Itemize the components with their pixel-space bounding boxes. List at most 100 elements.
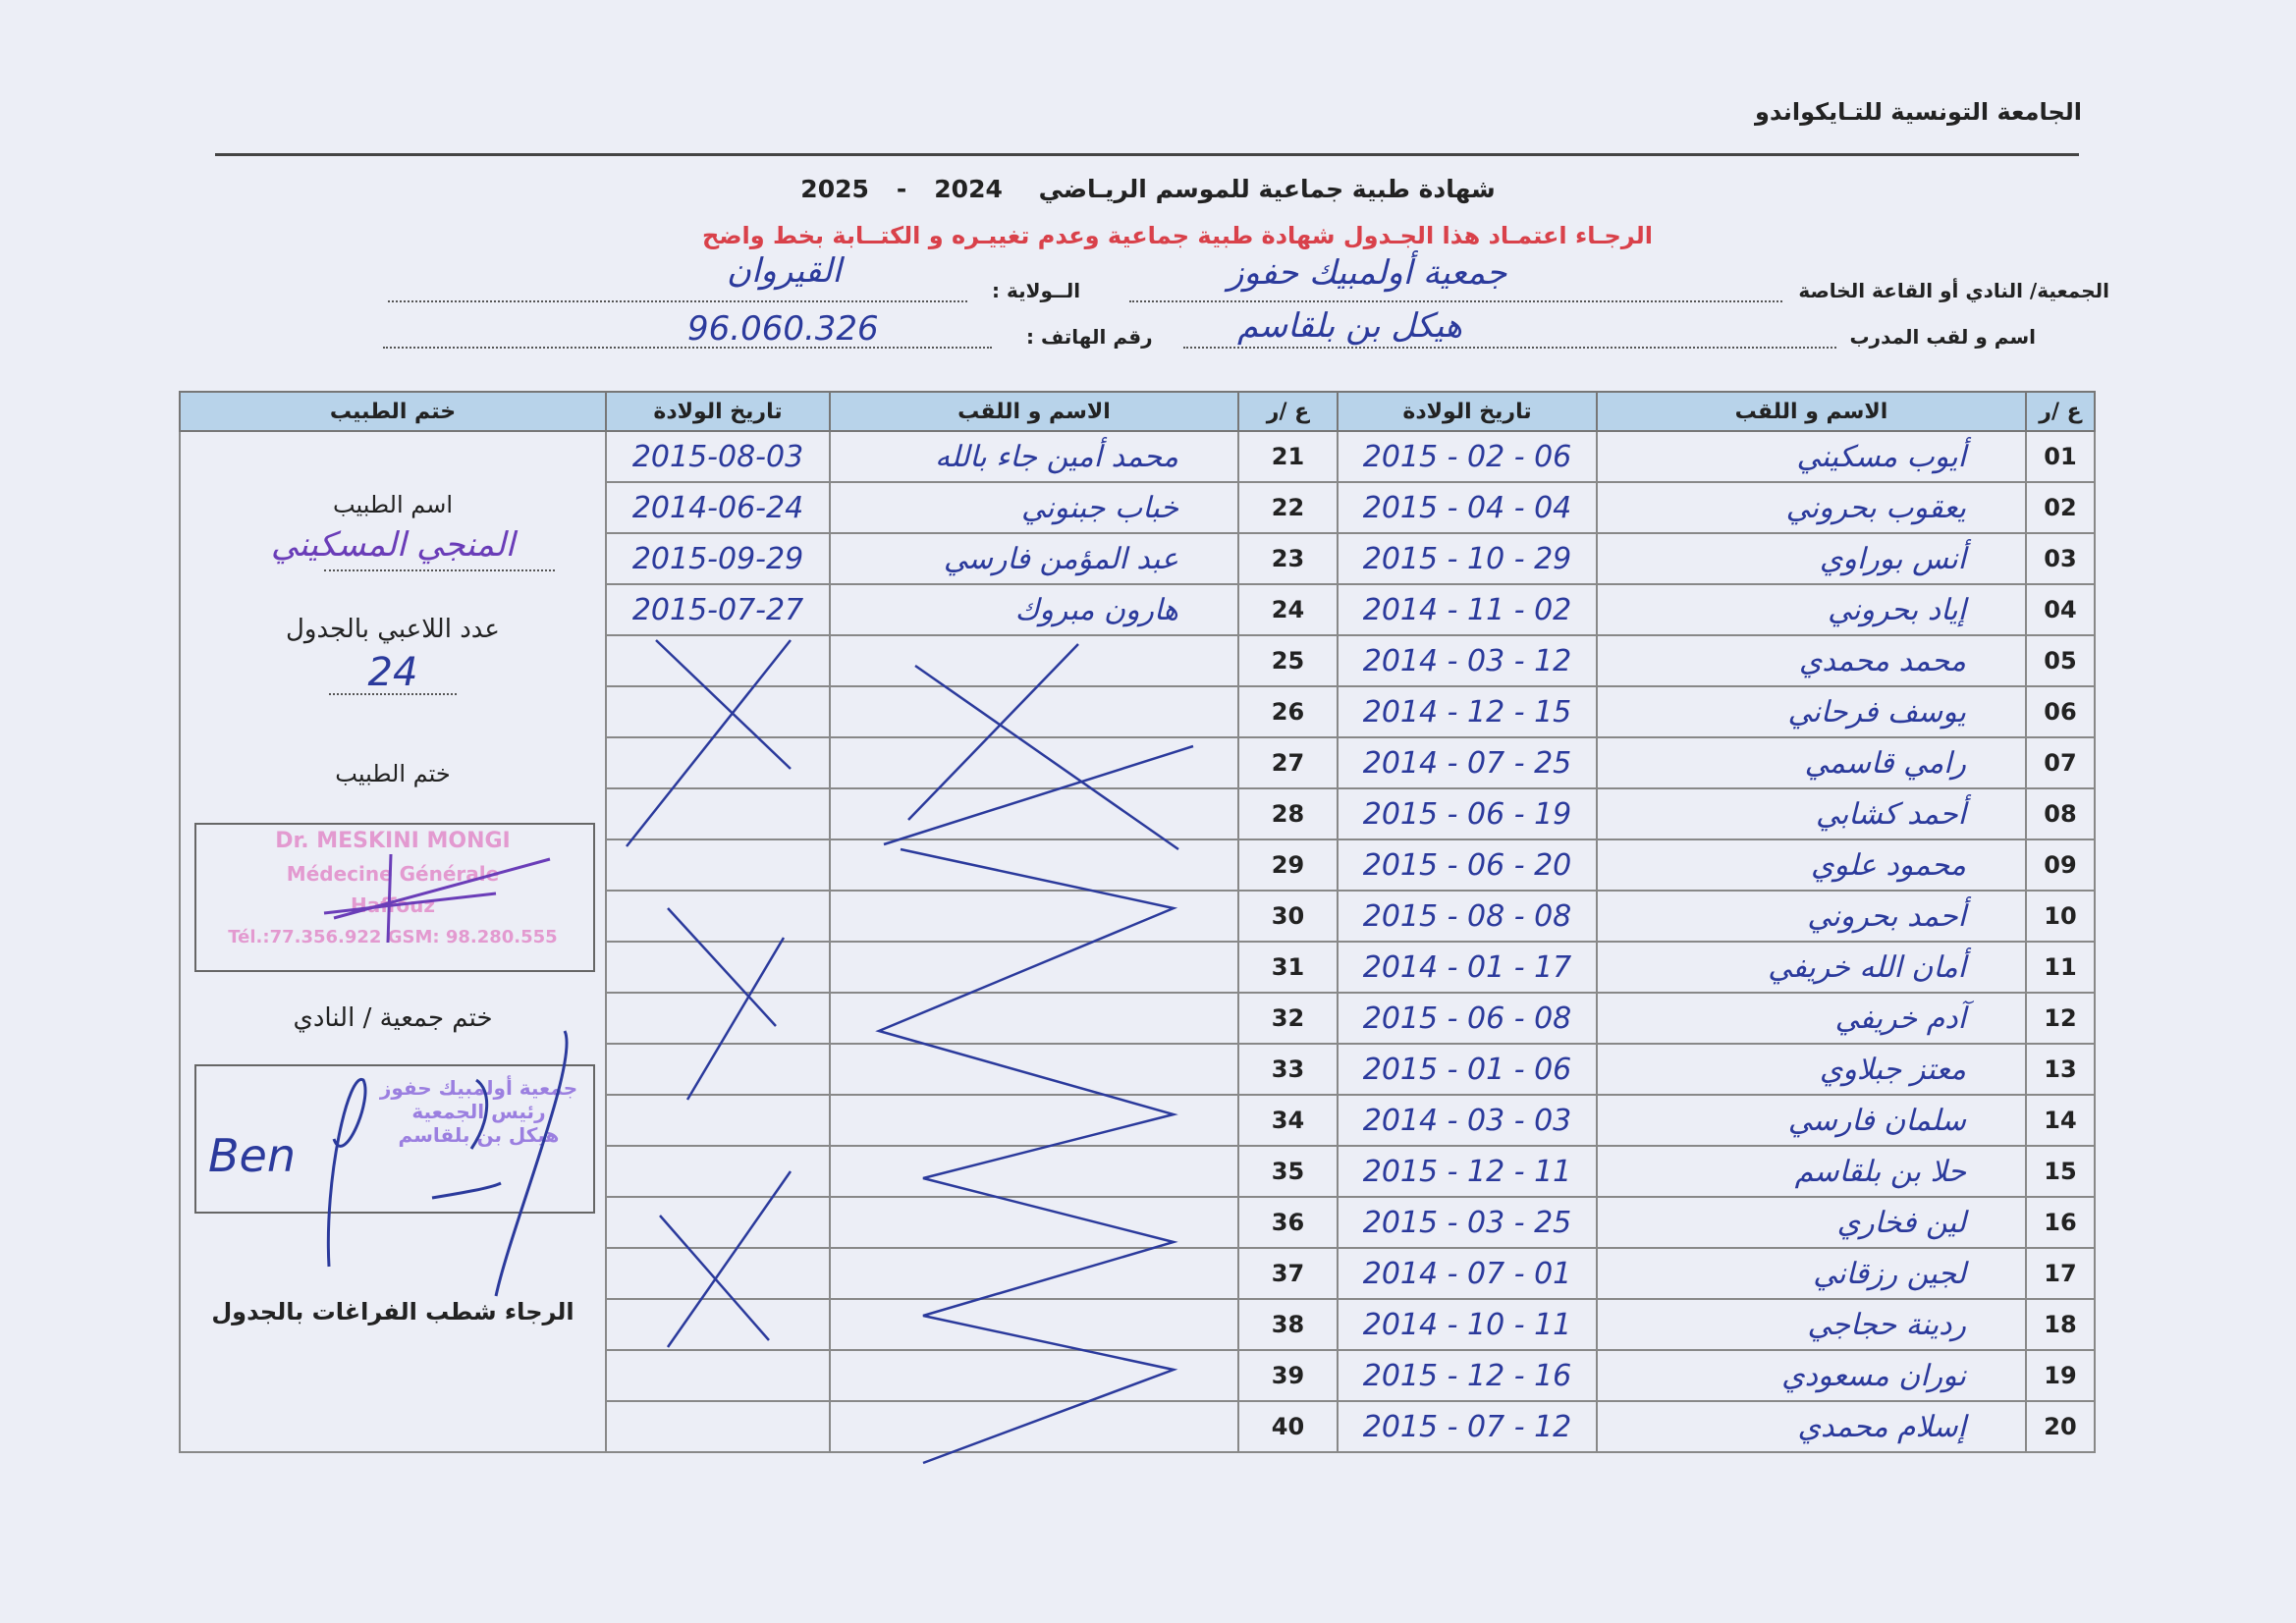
- player-name[interactable]: [829, 1400, 1239, 1453]
- state-field-line[interactable]: [388, 300, 967, 302]
- player-birth-date[interactable]: 2015 - 02 - 06: [1337, 430, 1598, 483]
- coach-field-line[interactable]: [1183, 347, 1836, 349]
- player-birth-date[interactable]: [605, 736, 831, 789]
- player-name[interactable]: معتز جبلاوي: [1596, 1043, 2027, 1096]
- player-birth-date[interactable]: 2014 - 03 - 03: [1337, 1094, 1598, 1147]
- player-birth-date[interactable]: 2015 - 06 - 08: [1337, 992, 1598, 1045]
- player-name[interactable]: أيوب مسكيني: [1596, 430, 2027, 483]
- player-birth-date[interactable]: 2015 - 12 - 11: [1337, 1145, 1598, 1198]
- player-birth-date[interactable]: 2014 - 11 - 02: [1337, 583, 1598, 636]
- player-count-value[interactable]: 24: [367, 650, 418, 695]
- player-birth-date[interactable]: 2015 - 12 - 16: [1337, 1349, 1598, 1402]
- player-name[interactable]: لجين رزقاني: [1596, 1247, 2027, 1300]
- player-name[interactable]: [829, 736, 1239, 789]
- player-name[interactable]: رامي قاسمي: [1596, 736, 2027, 789]
- club-stamp-line: رئيس الجمعية: [411, 1100, 546, 1123]
- player-name[interactable]: ردينة حجاجي: [1596, 1298, 2027, 1351]
- player-birth-date[interactable]: 2014-06-24: [605, 481, 831, 534]
- player-birth-date[interactable]: 2014 - 07 - 01: [1337, 1247, 1598, 1300]
- player-birth-date[interactable]: 2014 - 03 - 12: [1337, 634, 1598, 687]
- instruction-notice: الرجـاء اعتمـاد هذا الجـدول شهادة طبية ج…: [702, 222, 1653, 249]
- player-birth-date[interactable]: [605, 787, 831, 840]
- player-name[interactable]: [829, 1247, 1239, 1300]
- player-name[interactable]: خباب جبنوني: [829, 481, 1239, 534]
- player-birth-date[interactable]: [605, 1349, 831, 1402]
- player-name[interactable]: آدم خريفي: [1596, 992, 2027, 1045]
- player-birth-date[interactable]: 2015 - 06 - 19: [1337, 787, 1598, 840]
- player-name[interactable]: أنس بوراوي: [1596, 532, 2027, 585]
- player-name[interactable]: [829, 634, 1239, 687]
- player-name[interactable]: سلمان فارسي: [1596, 1094, 2027, 1147]
- player-birth-date[interactable]: [605, 1298, 831, 1351]
- player-birth-date[interactable]: 2015 - 08 - 08: [1337, 890, 1598, 943]
- doctor-name-line[interactable]: [324, 569, 555, 571]
- player-birth-date[interactable]: 2014 - 12 - 15: [1337, 685, 1598, 738]
- phone-field-line[interactable]: [383, 347, 992, 349]
- player-birth-date[interactable]: 2015 - 10 - 29: [1337, 532, 1598, 585]
- player-name[interactable]: [829, 1094, 1239, 1147]
- player-name[interactable]: يعقوب بحروني: [1596, 481, 2027, 534]
- col-header-name: الاسم و اللقب: [1596, 391, 2027, 432]
- player-name[interactable]: أحمد كشابي: [1596, 787, 2027, 840]
- player-name[interactable]: حلا بن بلقاسم: [1596, 1145, 2027, 1198]
- player-birth-date[interactable]: 2015-07-27: [605, 583, 831, 636]
- col-header-no-2: ع /ر: [1237, 391, 1339, 432]
- player-number: 30: [1237, 890, 1339, 943]
- player-name[interactable]: [829, 992, 1239, 1045]
- club-stamp: جمعية أولمبيك حفوز رئيس الجمعية هيكل بن …: [373, 1076, 584, 1147]
- state-value[interactable]: القيروان: [727, 251, 842, 291]
- player-birth-date[interactable]: 2015-09-29: [605, 532, 831, 585]
- player-birth-date[interactable]: 2015 - 06 - 20: [1337, 839, 1598, 892]
- player-name[interactable]: [829, 1196, 1239, 1249]
- player-name[interactable]: [829, 839, 1239, 892]
- player-birth-date[interactable]: [605, 1145, 831, 1198]
- player-birth-date[interactable]: 2015 - 07 - 12: [1337, 1400, 1598, 1453]
- player-birth-date[interactable]: 2015 - 04 - 04: [1337, 481, 1598, 534]
- player-birth-date[interactable]: [605, 685, 831, 738]
- season-end: 2025: [800, 175, 869, 203]
- player-name[interactable]: [829, 1349, 1239, 1402]
- player-name[interactable]: إياد بحروني: [1596, 583, 2027, 636]
- player-name[interactable]: [829, 787, 1239, 840]
- player-count-line[interactable]: [329, 693, 457, 695]
- player-name[interactable]: لين فخاري: [1596, 1196, 2027, 1249]
- player-birth-date[interactable]: 2014 - 01 - 17: [1337, 941, 1598, 994]
- player-birth-date[interactable]: 2015 - 03 - 25: [1337, 1196, 1598, 1249]
- player-birth-date[interactable]: 2014 - 07 - 25: [1337, 736, 1598, 789]
- player-birth-date[interactable]: 2014 - 10 - 11: [1337, 1298, 1598, 1351]
- player-name[interactable]: [829, 1043, 1239, 1096]
- player-name[interactable]: محمود علوي: [1596, 839, 2027, 892]
- player-name[interactable]: [829, 890, 1239, 943]
- player-birth-date[interactable]: [605, 1247, 831, 1300]
- player-name[interactable]: إسلام محمدي: [1596, 1400, 2027, 1453]
- player-birth-date[interactable]: 2015 - 01 - 06: [1337, 1043, 1598, 1096]
- player-name[interactable]: عبد المؤمن فارسي: [829, 532, 1239, 585]
- player-name[interactable]: محمد محمدي: [1596, 634, 2027, 687]
- player-name[interactable]: هارون مبروك: [829, 583, 1239, 636]
- player-birth-date[interactable]: [605, 1196, 831, 1249]
- player-birth-date[interactable]: [605, 992, 831, 1045]
- player-name[interactable]: [829, 1145, 1239, 1198]
- player-birth-date[interactable]: [605, 634, 831, 687]
- player-birth-date[interactable]: [605, 1043, 831, 1096]
- player-birth-date[interactable]: [605, 839, 831, 892]
- player-birth-date[interactable]: [605, 890, 831, 943]
- player-birth-date[interactable]: [605, 1400, 831, 1453]
- player-name[interactable]: محمد أمين جاء بالله: [829, 430, 1239, 483]
- club-value[interactable]: جمعية أولمبيك حفوز: [1228, 253, 1507, 293]
- player-birth-date[interactable]: [605, 941, 831, 994]
- player-name[interactable]: يوسف فرحاني: [1596, 685, 2027, 738]
- phone-value[interactable]: 96.060.326: [687, 309, 879, 349]
- player-birth-date[interactable]: [605, 1094, 831, 1147]
- player-name[interactable]: نوران مسعودي: [1596, 1349, 2027, 1402]
- player-birth-date[interactable]: 2015-08-03: [605, 430, 831, 483]
- player-name[interactable]: [829, 941, 1239, 994]
- player-name[interactable]: [829, 685, 1239, 738]
- player-name[interactable]: أحمد بحروني: [1596, 890, 2027, 943]
- player-name[interactable]: أمان الله خريفي: [1596, 941, 2027, 994]
- doctor-name-value[interactable]: المنجي المسكيني: [270, 525, 516, 565]
- coach-value[interactable]: هيكل بن بلقاسم: [1237, 306, 1463, 346]
- club-field-line[interactable]: [1129, 300, 1782, 302]
- player-name[interactable]: [829, 1298, 1239, 1351]
- player-number: 27: [1237, 736, 1339, 789]
